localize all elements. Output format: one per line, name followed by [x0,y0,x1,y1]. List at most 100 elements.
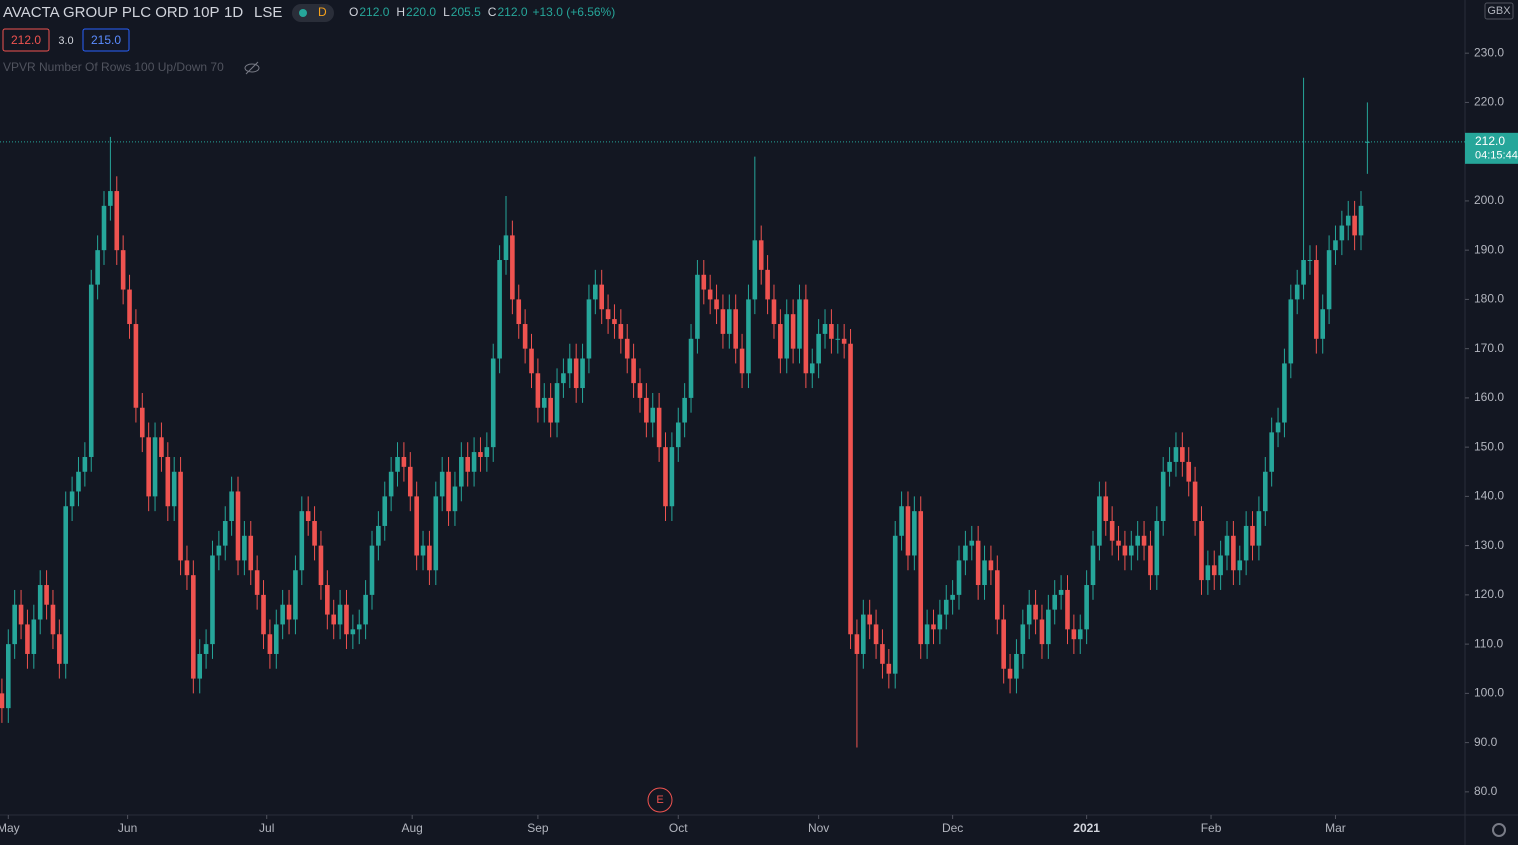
candle-body [1077,629,1083,640]
candle-body [401,456,407,467]
symbol-title[interactable]: AVACTA GROUP PLC ORD 10P [3,4,219,21]
candle-body [171,471,177,507]
bid-box[interactable] [2,28,50,52]
candle-body [127,289,132,325]
last-price-label: 212.0 [1475,134,1505,148]
candle-body [1154,521,1160,576]
candle-body [1148,545,1153,576]
candle-body [88,284,94,457]
candle-body [1320,309,1326,339]
candle-body [918,511,924,645]
candle-body [1039,619,1045,645]
candle-body [1109,521,1115,541]
y-tick-label: 100.0 [1474,686,1504,700]
candle-body [433,496,439,571]
currency-box[interactable] [1484,2,1514,20]
hide-icon[interactable] [244,61,260,75]
candle-body [1097,496,1102,546]
candle-body [771,299,777,325]
candle-body [1026,604,1032,625]
candle-body [1250,525,1255,546]
candle-body [848,343,853,635]
candle-body [293,570,298,620]
candle-body [1135,535,1140,546]
candle-body [1256,511,1262,546]
candle-body [114,191,120,251]
candle-body [573,358,579,389]
candle-body [899,506,904,536]
candle-body [924,624,930,645]
candle-body [382,496,388,526]
candle-body [1058,589,1064,595]
candle-body [522,324,528,349]
candle-body [650,407,656,423]
status-pill [292,4,334,22]
candle-body [809,363,815,374]
candle-body [69,491,75,507]
candle-body [829,324,834,339]
candle-body [261,594,266,635]
candle-body [867,614,872,625]
candle-body [133,324,139,408]
event-marker[interactable] [647,787,673,813]
candle-body [1065,589,1070,630]
candle-body [631,358,636,384]
x-tick-label: Aug [402,821,423,835]
x-tick-label: Oct [669,821,688,835]
candle-body [1231,535,1236,571]
candle-body [242,535,247,561]
y-tick-label: 220.0 [1474,95,1504,109]
candle-body [1084,585,1089,630]
candle-body [561,373,566,384]
settings-icon[interactable] [1492,823,1506,837]
exchange[interactable]: LSE [254,4,282,21]
candle-body [675,422,681,448]
candle-body [873,624,879,645]
status-dot [299,9,307,17]
candle-body [407,466,413,497]
candle-body [490,358,496,448]
y-tick-label: 230.0 [1474,45,1504,59]
y-tick-label: 180.0 [1474,292,1504,306]
candle-body [529,348,534,374]
candle-body [1339,225,1345,241]
candle-body [139,407,145,438]
candle-body [5,644,11,709]
candle-body [312,521,317,546]
candle-body [120,250,126,290]
candle-body [854,634,860,654]
x-tick-label: Mar [1325,821,1346,835]
candle-body [1218,555,1223,576]
candle-body [618,324,624,339]
candle-body [254,570,260,595]
candle-body [797,299,802,349]
candle-body [376,525,381,546]
y-tick-label: 130.0 [1474,538,1504,552]
ask-box[interactable] [82,28,130,52]
candle-body [765,269,770,300]
candle-body [739,348,745,374]
candle-body [216,545,222,556]
y-tick-label: 160.0 [1474,390,1504,404]
candle-body [350,629,356,635]
indicator-label[interactable]: VPVR Number Of Rows 100 Up/Down 70 [3,60,224,74]
last-price-tag [1465,132,1518,164]
candle-body [752,240,758,300]
candle-body [76,471,81,492]
candle-body [1180,447,1185,462]
candle-body [1007,668,1013,679]
candle-body [580,358,585,389]
interval[interactable]: 1D [224,4,243,21]
candle-body [1275,422,1281,433]
candle-body [1001,619,1006,669]
candle-body [18,604,24,625]
candle-body [318,545,324,586]
candle-body [950,594,955,600]
ohlc-value: 205.5 [451,5,481,19]
candle-body [1262,471,1268,512]
candle-body [975,540,981,586]
candle-body [1352,215,1357,236]
candle-body [363,594,368,625]
candle-body [1243,525,1249,561]
